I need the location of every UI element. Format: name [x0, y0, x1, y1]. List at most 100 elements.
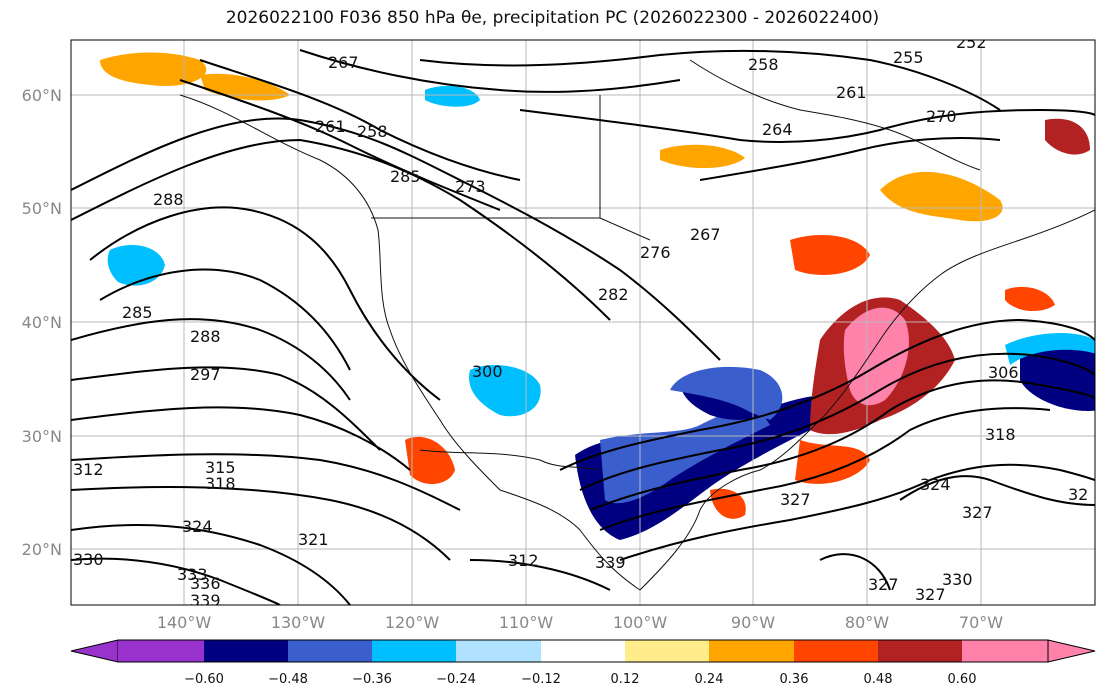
- positive-anomaly-northcanada: [660, 144, 745, 169]
- positive-anomaly-alaska: [100, 52, 207, 86]
- contour-label: 300: [472, 362, 503, 381]
- colorbar-swatch: [456, 640, 541, 662]
- colorbar-swatch: [878, 640, 962, 662]
- colorbar-tick: 0.12: [611, 672, 640, 687]
- contour-label: 267: [690, 225, 721, 244]
- colorbar-swatch: [541, 640, 625, 662]
- positive-anomaly-quebec: [880, 171, 1003, 222]
- contour-label: 330: [73, 550, 104, 569]
- contour-label: 315: [205, 458, 236, 477]
- colorbar-tick: −0.12: [521, 672, 561, 687]
- contour-label: 252: [956, 33, 987, 52]
- contour-label: 261: [315, 117, 346, 136]
- contour-label: 321: [298, 530, 329, 549]
- negative-anomaly-southwest: [469, 365, 541, 417]
- contour-label: 276: [640, 243, 671, 262]
- positive-anomaly-caribbean: [710, 488, 746, 519]
- colorbar-swatch: [794, 640, 878, 662]
- contour-label: 297: [190, 365, 221, 384]
- positive-anomaly-baja: [405, 436, 455, 485]
- colorbar-swatch: [709, 640, 794, 662]
- contour-label: 312: [508, 551, 539, 570]
- contour-label: 255: [893, 48, 924, 67]
- negative-anomaly-atlantic-edge: [1005, 333, 1095, 365]
- precip-shading: [100, 52, 1095, 540]
- contour-label: 261: [836, 83, 867, 102]
- contour-label: 327: [915, 585, 946, 604]
- colorbar: −0.60 −0.48 −0.36 −0.24 −0.12 0.12 0.24 …: [70, 639, 1096, 687]
- contour-label: 318: [205, 474, 236, 493]
- contour-label: 324: [920, 475, 951, 494]
- colorbar-swatch: [625, 640, 709, 662]
- lon-label: 90°W: [731, 613, 775, 632]
- lon-label: 100°W: [613, 613, 668, 632]
- colorbar-tick: 0.36: [780, 672, 809, 687]
- contour-label: 264: [762, 120, 793, 139]
- negative-anomaly-atlantic: [1020, 341, 1095, 411]
- lon-label: 80°W: [845, 613, 889, 632]
- negative-anomaly-nw-pacific: [107, 245, 165, 286]
- colorbar-low-extend: [70, 639, 119, 663]
- positive-anomaly-eastcoast-core: [843, 307, 909, 406]
- lon-label: 140°W: [157, 613, 212, 632]
- negative-anomaly-hudson: [425, 85, 480, 107]
- contour-label: 258: [748, 55, 779, 74]
- lat-label: 50°N: [22, 199, 62, 218]
- positive-anomaly-greatlakes: [790, 235, 870, 275]
- contour-label: 285: [390, 167, 421, 186]
- contour-label: 339: [190, 591, 221, 610]
- contour-label: 306: [988, 363, 1019, 382]
- colorbar-high-extend: [1047, 639, 1096, 663]
- contour-labels: 267 258 255 252 261 270 264 261 258 285 …: [73, 33, 1088, 610]
- map-title: 2026022100 F036 850 hPa θe, precipitatio…: [225, 8, 880, 28]
- lon-label: 130°W: [271, 613, 326, 632]
- contour-label: 273: [455, 177, 486, 196]
- contour-label: 288: [153, 190, 184, 209]
- contour-label: 282: [598, 285, 629, 304]
- lat-label: 20°N: [22, 540, 62, 559]
- theta-e-contours: [71, 49, 1095, 605]
- colorbar-tick: 0.48: [864, 672, 893, 687]
- contour-label: 288: [190, 327, 221, 346]
- contour-label: 258: [357, 122, 388, 141]
- colorbar-tick: 0.60: [948, 672, 977, 687]
- contour-label: 327: [780, 490, 811, 509]
- negative-anomaly-texas-edge: [670, 366, 783, 420]
- contour-label: 285: [122, 303, 153, 322]
- lat-label: 40°N: [22, 313, 62, 332]
- contour-label: 339: [595, 553, 626, 572]
- contour-label: 327: [868, 575, 899, 594]
- contour-label: 330: [942, 570, 973, 589]
- negative-anomaly-gulf-edge: [600, 408, 770, 504]
- positive-anomaly-atlantic: [1005, 286, 1055, 312]
- colorbar-swatch: [288, 640, 372, 662]
- lat-label: 60°N: [22, 86, 62, 105]
- colorbar-tick: −0.36: [352, 672, 392, 687]
- positive-anomaly-labrador: [1045, 118, 1090, 155]
- lon-label: 70°W: [959, 613, 1003, 632]
- colorbar-swatch: [372, 640, 456, 662]
- graticule: [71, 40, 1095, 605]
- lon-label: 120°W: [385, 613, 440, 632]
- contour-label: 312: [73, 460, 104, 479]
- colorbar-tick: −0.48: [268, 672, 308, 687]
- colorbar-swatch: [204, 640, 288, 662]
- contour-label: 333: [177, 565, 208, 584]
- lat-label: 30°N: [22, 427, 62, 446]
- colorbar-swatch: [962, 640, 1048, 662]
- colorbar-swatch: [118, 640, 204, 662]
- map-border: [70, 39, 1096, 606]
- lon-label: 110°W: [499, 613, 554, 632]
- contour-label: 267: [328, 53, 359, 72]
- contour-label: 336: [190, 574, 221, 593]
- negative-anomaly-gulf: [575, 395, 830, 540]
- contour-label: 327: [962, 503, 993, 522]
- contour-label: 32: [1068, 485, 1088, 504]
- colorbar-tick: −0.24: [436, 672, 476, 687]
- contour-label: 318: [985, 425, 1016, 444]
- coastlines: [179, 59, 1095, 591]
- longitude-axis: 140°W 130°W 120°W 110°W 100°W 90°W 80°W …: [157, 613, 1003, 632]
- colorbar-tick: −0.60: [184, 672, 224, 687]
- colorbar-tick: 0.24: [695, 672, 724, 687]
